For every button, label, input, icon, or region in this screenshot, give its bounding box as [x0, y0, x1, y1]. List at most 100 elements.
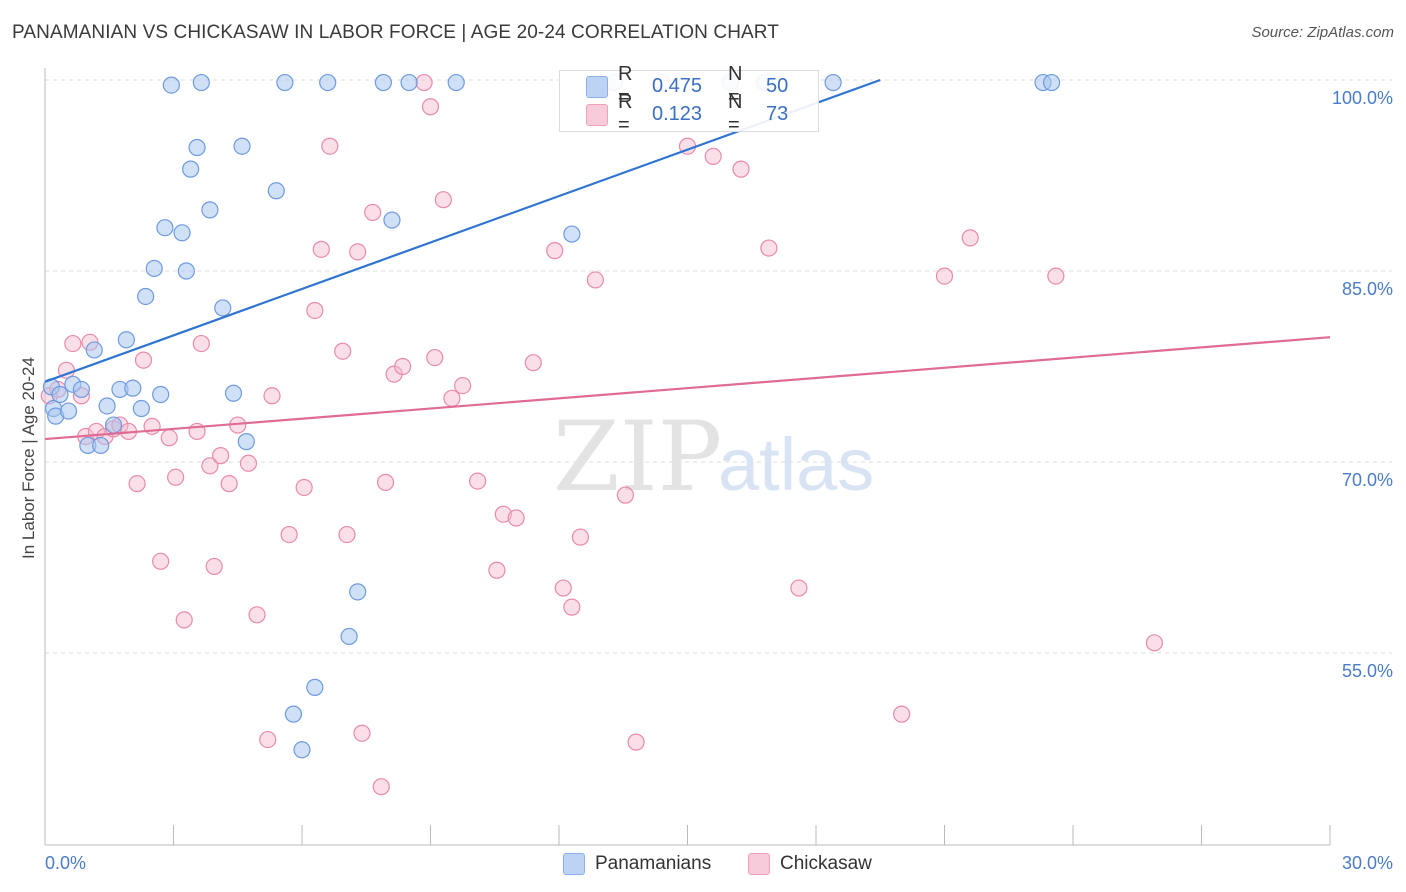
chickasaw-point — [334, 342, 352, 360]
x-tick-label-min: 0.0% — [45, 853, 86, 873]
chickasaw-point — [205, 557, 223, 576]
panamanian-point — [85, 341, 103, 359]
chickasaw-point — [263, 387, 281, 405]
chickasaw-point — [563, 598, 581, 616]
y-tick-label: 70.0% — [1342, 470, 1393, 490]
panamanian-point — [224, 384, 243, 402]
panamanian-point — [188, 138, 206, 157]
chickasaw-point — [338, 525, 356, 544]
chickasaw-point — [312, 240, 330, 258]
chickasaw-point — [64, 334, 82, 353]
chickasaw-point — [704, 147, 722, 165]
legend-r-label: R = — [618, 91, 633, 136]
panamanian-point — [182, 160, 200, 178]
chickasaw-point — [546, 242, 564, 260]
panamanian-point — [124, 379, 142, 397]
chickasaw-point — [192, 334, 210, 353]
panamanian-point — [824, 73, 842, 92]
panamanian-point — [177, 262, 195, 280]
panamanian-point — [284, 705, 303, 723]
chickasaw-point — [201, 457, 219, 475]
chickasaw-point — [394, 357, 412, 376]
panamanian-point — [383, 211, 401, 229]
y-axis-title: In Labor Force | Age 20-24 — [19, 357, 38, 559]
chickasaw-point — [421, 98, 440, 116]
chart-source: Source: ZipAtlas.com — [1251, 24, 1394, 41]
panamanian-point — [349, 583, 367, 601]
chickasaw-point — [454, 377, 472, 395]
chickasaw-point — [220, 475, 238, 493]
legend-n-label: N = — [728, 91, 743, 136]
chickasaw-point — [507, 509, 525, 527]
panamanian-point — [51, 385, 69, 404]
bottom-legend-chickasaw: Chickasaw — [748, 852, 872, 876]
legend-r-label: R = — [618, 63, 633, 108]
panamanian-point — [233, 137, 251, 155]
panamanian-point — [162, 76, 180, 94]
panamanian-point — [1042, 73, 1061, 92]
chickasaw-point — [627, 733, 645, 751]
chickasaw-point — [321, 137, 339, 155]
chickasaw-point — [280, 525, 298, 544]
chickasaw-point — [935, 267, 954, 285]
y-tick-label: 85.0% — [1342, 279, 1393, 299]
bottom-legend-label: Panamanians — [595, 853, 712, 874]
legend-r-value: 0.123 — [652, 102, 703, 125]
panamanian-point — [201, 201, 219, 219]
chickasaw-point — [175, 611, 193, 629]
panamanian-point — [340, 627, 358, 646]
correlation-legend: R = 0.475 N = 50 R = 0.123 N = 73 — [559, 63, 819, 136]
panamanian-point — [400, 73, 418, 92]
panamanian-point — [98, 397, 116, 415]
chickasaw-point — [1047, 267, 1065, 285]
legend-n-value: 50 — [766, 74, 789, 97]
panamanian-point — [137, 287, 155, 306]
legend-swatch-pink — [586, 104, 608, 126]
chickasaw-point — [152, 552, 170, 570]
watermark: ZIP atlas — [553, 401, 874, 513]
chickasaw-point — [554, 579, 572, 597]
chickasaw-point — [1145, 634, 1163, 652]
panamanian-point — [117, 331, 135, 349]
watermark-atlas: atlas — [718, 423, 874, 506]
chickasaw-point — [586, 271, 605, 289]
bottom-legend-label: Chickasaw — [780, 853, 872, 874]
tick-labels: 55.0% 70.0% 85.0% 100.0% 0.0% 30.0% — [45, 88, 1393, 873]
chickasaw-point — [306, 301, 324, 320]
panamanian-point — [192, 73, 210, 92]
chickasaw-point — [760, 239, 778, 257]
chickasaw-point — [376, 473, 395, 491]
legend-r-value: 0.475 — [652, 74, 703, 97]
bottom-swatch-blue — [563, 853, 585, 875]
chickasaw-point — [961, 229, 979, 247]
chickasaw-point — [372, 778, 390, 796]
panamanian-point — [374, 73, 392, 92]
chickasaw-point — [134, 351, 153, 369]
panamanian-point — [447, 73, 465, 92]
panamanian-point — [72, 380, 91, 399]
chickasaw-point — [160, 429, 178, 447]
chickasaw-point — [248, 606, 266, 624]
chickasaw-trend-line — [44, 336, 1331, 441]
bottom-swatch-pink — [748, 853, 770, 875]
bottom-legend-panamanians: Panamanians — [563, 852, 711, 876]
chickasaw-point — [349, 243, 367, 261]
chickasaw-point — [524, 354, 542, 372]
y-tick-label: 55.0% — [1342, 661, 1393, 681]
chart-title: PANAMANIAN VS CHICKASAW IN LABOR FORCE |… — [12, 22, 779, 43]
grid-layer — [45, 79, 1392, 654]
panamanian-point — [293, 741, 311, 759]
x-tick-label-max: 30.0% — [1342, 853, 1393, 873]
chickasaw-point — [790, 579, 808, 597]
chickasaw-point — [732, 160, 750, 178]
panamanian-point — [152, 385, 170, 404]
chickasaw-point — [443, 389, 461, 407]
trend-lines — [44, 78, 1331, 441]
chickasaw-point — [364, 203, 382, 222]
panamanian-point — [267, 182, 285, 200]
legend-swatch-blue — [586, 76, 608, 98]
panamanian-point — [563, 225, 581, 243]
panamanian-point — [145, 259, 163, 278]
chickasaw-point — [893, 705, 911, 723]
